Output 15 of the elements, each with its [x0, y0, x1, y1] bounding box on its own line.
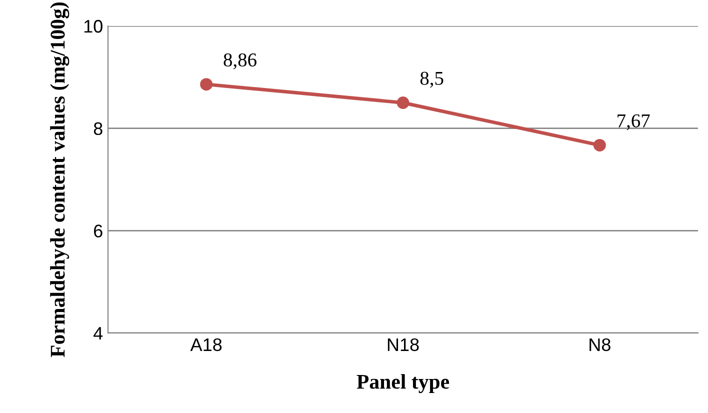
x-axis-title: Panel type: [356, 374, 450, 394]
y-axis-title: Formaldehyde content values (mg/100g): [50, 2, 70, 358]
y-tick-label: 10: [84, 20, 102, 33]
y-tick-label: 6: [94, 224, 102, 238]
x-tick-label: N18: [388, 338, 419, 352]
point: [396, 96, 410, 109]
y-tick-label: 8: [94, 122, 102, 136]
data-label: 7,67: [618, 114, 650, 130]
data-label: 8,5: [420, 72, 444, 88]
point: [200, 78, 213, 91]
y-tick-label: 4: [94, 327, 103, 340]
point: [593, 138, 606, 152]
data-label: 8,86: [224, 53, 256, 70]
x-tick-label: A18: [190, 338, 222, 352]
x-tick-label: N8: [590, 338, 610, 352]
